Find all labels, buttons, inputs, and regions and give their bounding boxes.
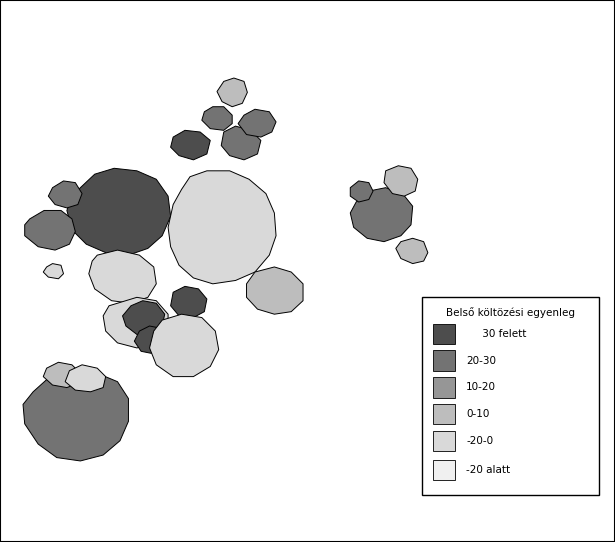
Polygon shape: [49, 181, 82, 208]
Polygon shape: [25, 210, 75, 250]
Polygon shape: [384, 166, 418, 196]
Polygon shape: [396, 238, 428, 263]
Text: Belső költözési egyenleg: Belső költözési egyenleg: [446, 307, 575, 318]
Bar: [433, 460, 455, 480]
Polygon shape: [134, 326, 168, 354]
Polygon shape: [247, 267, 303, 314]
Polygon shape: [43, 362, 81, 388]
Polygon shape: [149, 314, 219, 377]
Polygon shape: [23, 371, 129, 461]
Polygon shape: [168, 171, 276, 284]
Bar: [433, 404, 455, 424]
FancyBboxPatch shape: [422, 297, 599, 494]
Polygon shape: [65, 365, 106, 392]
Polygon shape: [122, 301, 165, 334]
Polygon shape: [170, 130, 210, 160]
Polygon shape: [351, 188, 413, 242]
Polygon shape: [43, 263, 63, 279]
Text: -20 alatt: -20 alatt: [466, 465, 510, 475]
Polygon shape: [202, 107, 232, 130]
Polygon shape: [89, 250, 156, 303]
Polygon shape: [351, 181, 373, 202]
Text: 10-20: 10-20: [466, 383, 496, 392]
Polygon shape: [103, 298, 168, 348]
Polygon shape: [221, 126, 261, 160]
Text: -20-0: -20-0: [466, 436, 493, 446]
Text: 20-30: 20-30: [466, 356, 496, 366]
Bar: [433, 377, 455, 398]
Polygon shape: [67, 168, 170, 255]
Bar: [433, 324, 455, 344]
Polygon shape: [170, 286, 207, 318]
Polygon shape: [238, 109, 276, 137]
Text: 0-10: 0-10: [466, 409, 490, 419]
Polygon shape: [217, 78, 247, 107]
Bar: [433, 431, 455, 451]
Bar: [433, 350, 455, 371]
Text: 30 felett: 30 felett: [466, 329, 526, 339]
